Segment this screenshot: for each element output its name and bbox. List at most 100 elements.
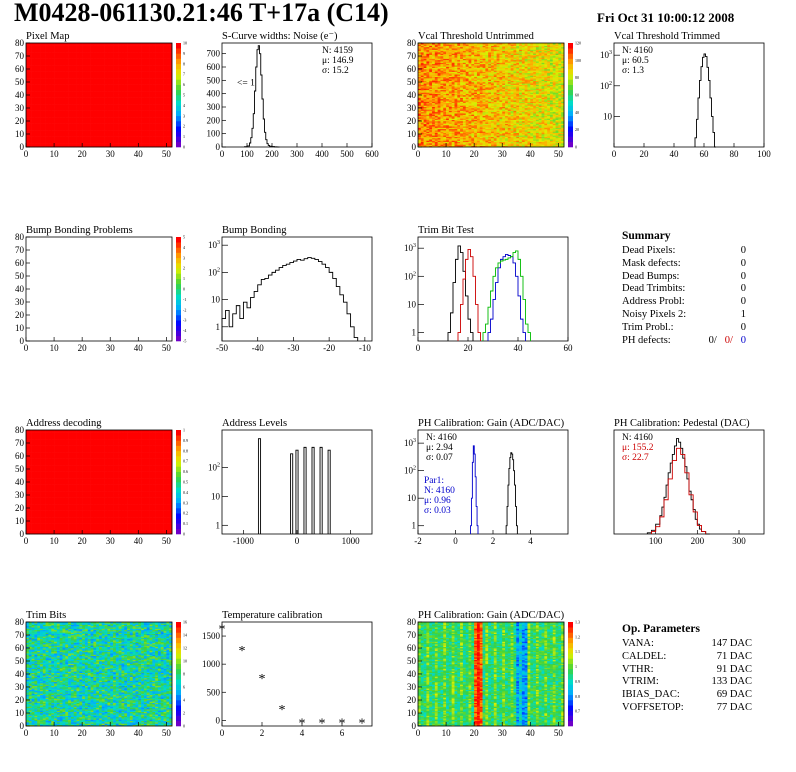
x-tick-label: 0 xyxy=(295,536,300,546)
y-tick-label: 20 xyxy=(15,503,25,513)
y-tick-label: 0 xyxy=(412,721,417,731)
op-parameter-label: VOFFSETOP: xyxy=(622,702,684,713)
y-tick-label: 20 xyxy=(15,116,25,126)
colorbar: 0 0.1 0.2 0.3 0.4 0.5 0.6 0.7 0.8 0.9 1 xyxy=(176,428,188,537)
chart-title: Vcal Threshold Untrimmed xyxy=(418,31,535,42)
timestamp: Fri Oct 31 10:00:12 2008 xyxy=(597,10,734,26)
x-tick-label: 60 xyxy=(700,149,710,159)
summary-value: 0 xyxy=(741,271,746,282)
x-tick-label: 30 xyxy=(498,149,508,159)
x-tick-label: 40 xyxy=(134,149,144,159)
colorbar-tick-label: 8 xyxy=(183,61,185,66)
op-parameter-row: VANA: 147 DAC xyxy=(622,638,752,651)
y-tick-label: 200 xyxy=(207,115,221,125)
ph-pedestal-chart: PH Calibration: Pedestal (DAC) 100 200 300 N… xyxy=(613,418,765,546)
plot-frame xyxy=(221,236,373,342)
y-tick-label: 20 xyxy=(407,695,417,705)
colorbar-tick-label: 1.1 xyxy=(575,649,580,654)
colorbar-tick-label: 0.8 xyxy=(183,448,188,453)
summary-row-ph-defects: PH defects: 0/ 0/ 0 xyxy=(622,335,746,348)
y-tick-label: 30 xyxy=(15,103,25,113)
x-tick-label: 60 xyxy=(564,343,574,353)
x-tick-label: 20 xyxy=(470,149,480,159)
y-tick-label: 0 xyxy=(216,715,221,725)
op-parameters-title: Op. Parameters xyxy=(622,623,752,635)
x-tick-label: 10 xyxy=(50,149,60,159)
pixel-map-chart: Pixel Map 0 1 2 3 4 5 6 7 8 9 10 0 10 20 30 40 50 0 10 20 30 4… xyxy=(15,31,187,159)
x-tick-label: 20 xyxy=(78,343,88,353)
colorbar-tick-label: 0.1 xyxy=(183,521,188,526)
op-parameters-panel: Op. Parameters VANA: 147 DAC CALDEL: 71 DAC… xyxy=(622,623,752,715)
chart-title: PH Calibration: Pedestal (DAC) xyxy=(614,418,750,429)
x-tick-label: 40 xyxy=(134,728,144,738)
page-title: M0428-061130.21:46 T+17a (C14) xyxy=(14,0,389,28)
colorbar-tick-label: 12 xyxy=(183,646,187,651)
scatter-point: * xyxy=(299,717,306,732)
y-tick-label: 60 xyxy=(15,451,25,461)
y-tick-label: 500 xyxy=(207,687,221,697)
x-tick-label: 20 xyxy=(78,536,88,546)
plot-frame xyxy=(417,236,569,342)
histogram-series-0 xyxy=(646,438,710,535)
x-tick-label: 0 xyxy=(416,343,421,353)
y-tick-label: 40 xyxy=(15,90,25,100)
x-tick-label: 0 xyxy=(24,536,29,546)
summary-label: Mask defects: xyxy=(622,258,681,269)
colorbar-tick-label: 6 xyxy=(183,82,185,87)
y-tick-label: 80 xyxy=(15,425,25,435)
x-tick-label: 10 xyxy=(50,728,60,738)
heatmap-cells xyxy=(418,43,565,148)
plot-frame xyxy=(613,42,765,148)
summary-row: Dead Pixels: 0 xyxy=(622,245,746,258)
y-tick-label: 1000 xyxy=(202,659,221,669)
vcal-untrimmed-chart: Vcal Threshold Untrimmed0204060801001200… xyxy=(407,31,581,159)
chart-title: Pixel Map xyxy=(26,31,69,42)
y-tick-label: 700 xyxy=(207,49,221,59)
colorbar-tick-label: 1 xyxy=(575,664,577,669)
y-tick-label: 80 xyxy=(15,617,25,627)
colorbar-tick-label: 1 xyxy=(183,276,185,281)
ph-gain-map-chart: PH Calibration: Gain (ADC/DAC) 0.7 0.8 0.9 1… xyxy=(407,610,580,738)
y-tick-label: 50 xyxy=(15,656,25,666)
x-tick-label: 40 xyxy=(134,343,144,353)
colorbar-tick-label: 4 xyxy=(183,245,185,250)
chart-title: Address decoding xyxy=(26,418,102,429)
trim-bits-chart: Trim Bits 0 2 4 6 8 10 12 14 16 0 10 20 30 40 50 0 10 20 30… xyxy=(15,610,187,738)
x-tick-label: 80 xyxy=(730,149,740,159)
histogram-series-1 xyxy=(457,249,481,341)
y-tick-label: 70 xyxy=(15,245,25,255)
x-tick-label: -50 xyxy=(216,343,228,353)
summary-rows: Dead Pixels: 0 Mask defects: 0 Dead Bumps: 0 D… xyxy=(622,245,746,335)
summary-value: 0 xyxy=(741,283,746,294)
x-tick-label: 400 xyxy=(315,149,329,159)
summary-row: Address Probl: 0 xyxy=(622,296,746,309)
colorbar-tick-label: 3 xyxy=(183,255,185,260)
y-tick-label: 0 xyxy=(20,336,25,346)
x-tick-label: 100 xyxy=(649,536,663,546)
colorbar-tick-label: 0 xyxy=(575,145,577,150)
x-tick-label: 2 xyxy=(260,728,265,738)
summary-label: Trim Probl.: xyxy=(622,322,674,333)
y-tick-label: 40 xyxy=(407,669,417,679)
y-tick-label: 80 xyxy=(407,617,417,627)
stats-line: σ: 1.3 xyxy=(622,66,644,76)
trim-bit-test-chart: Trim Bit Test 0 20 40 60 1 10 102 103 xyxy=(404,225,574,353)
colorbar-tick-label: 4 xyxy=(183,103,185,108)
colorbar: -5 -4 -3 -2 -1 0 1 2 3 4 5 xyxy=(176,235,186,344)
x-tick-label: 0 xyxy=(612,149,617,159)
x-tick-label: 50 xyxy=(162,728,172,738)
x-tick-label: 0 xyxy=(220,149,225,159)
chart-title: S-Curve widths: Noise (e⁻) xyxy=(222,31,338,42)
colorbar-tick-label: 20 xyxy=(575,127,579,132)
colorbar-tick-label: 3 xyxy=(183,113,185,118)
y-tick-label: 20 xyxy=(15,310,25,320)
x-tick-label: 40 xyxy=(526,728,536,738)
summary-label: PH defects: xyxy=(622,335,671,346)
op-parameter-row: VTRIM: 133 DAC xyxy=(622,676,752,689)
chart-title: Address Levels xyxy=(222,418,287,429)
plot-frame xyxy=(25,236,173,342)
x-tick-label: 40 xyxy=(670,149,680,159)
x-tick-label: 0 xyxy=(24,343,29,353)
